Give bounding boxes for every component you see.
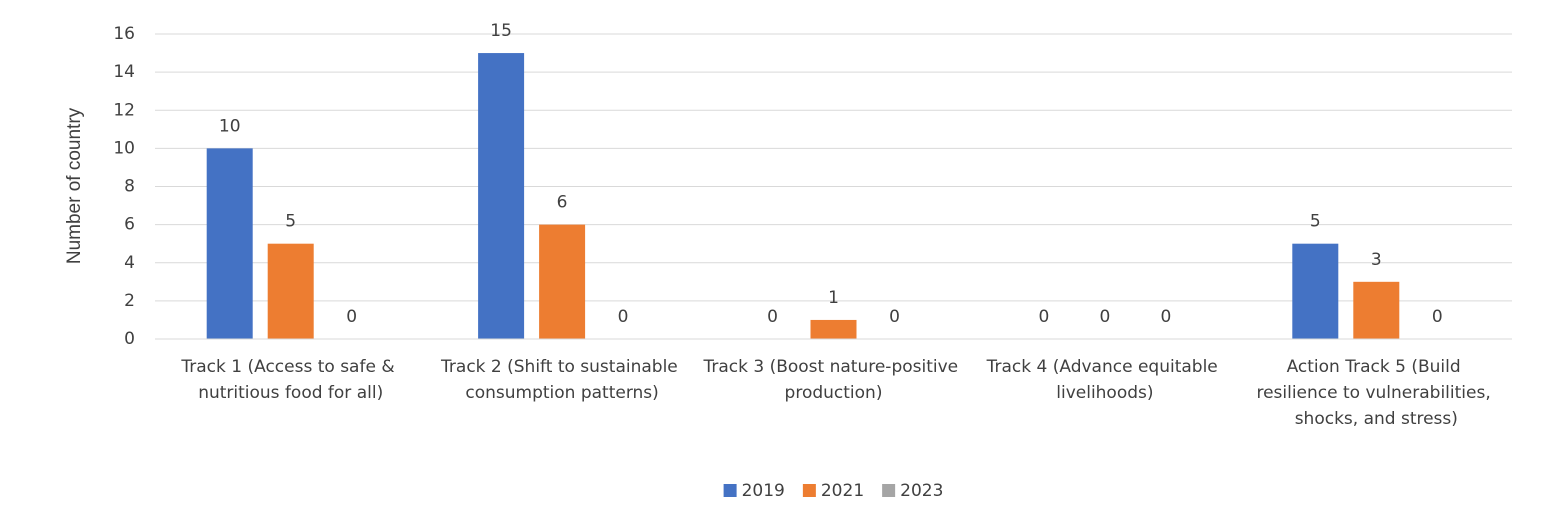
data-label: 0 [889, 307, 900, 327]
y-tick-label: 4 [124, 253, 135, 273]
legend-swatch [723, 484, 737, 497]
legend-label: 2021 [821, 481, 864, 501]
y-tick-label: 2 [124, 291, 135, 311]
data-label: 6 [557, 193, 568, 213]
y-tick-label: 8 [124, 177, 135, 197]
data-label: 1 [828, 288, 839, 308]
data-label: 15 [490, 21, 512, 41]
bar [810, 319, 857, 339]
data-label: 3 [1371, 250, 1382, 270]
x-tick-label: Track 3 (Boost nature-positive productio… [702, 357, 963, 403]
y-tick-label: 12 [113, 100, 135, 120]
bar [1292, 243, 1339, 339]
data-label: 0 [346, 307, 357, 327]
legend-swatch [802, 484, 816, 497]
legend-label: 2019 [742, 481, 785, 501]
data-label: 0 [1160, 307, 1171, 327]
legend: 2019 2021 2023 [723, 481, 943, 501]
y-tick-label: 14 [113, 62, 135, 82]
bar [539, 224, 586, 339]
y-tick-label: 10 [113, 138, 135, 158]
data-label: 0 [767, 307, 778, 327]
y-tick-label: 16 [113, 24, 135, 44]
legend-swatch [882, 484, 896, 497]
bar [1353, 281, 1400, 339]
x-tick-label: Track 1 (Access to safe & nutritious foo… [180, 357, 400, 403]
data-label: 0 [1099, 307, 1110, 327]
x-tick-label: Track 2 (Shift to sustainable consumptio… [440, 357, 683, 403]
data-label: 5 [1310, 212, 1321, 232]
x-tick-label: Action Track 5 (Build resilience to vuln… [1256, 357, 1496, 429]
bar [206, 148, 253, 339]
data-label: 0 [618, 307, 629, 327]
data-label: 0 [1038, 307, 1049, 327]
data-label: 0 [1432, 307, 1443, 327]
x-tick-label: Track 4 (Advance equitable livelihoods) [986, 357, 1224, 403]
legend-label: 2023 [900, 481, 943, 501]
y-axis-label: Number of country [64, 107, 85, 264]
data-label: 5 [285, 212, 296, 232]
y-tick-label: 0 [124, 329, 135, 349]
y-tick-label: 6 [124, 215, 135, 235]
bar [267, 243, 314, 339]
data-label: 10 [219, 116, 241, 136]
bar [478, 53, 525, 339]
